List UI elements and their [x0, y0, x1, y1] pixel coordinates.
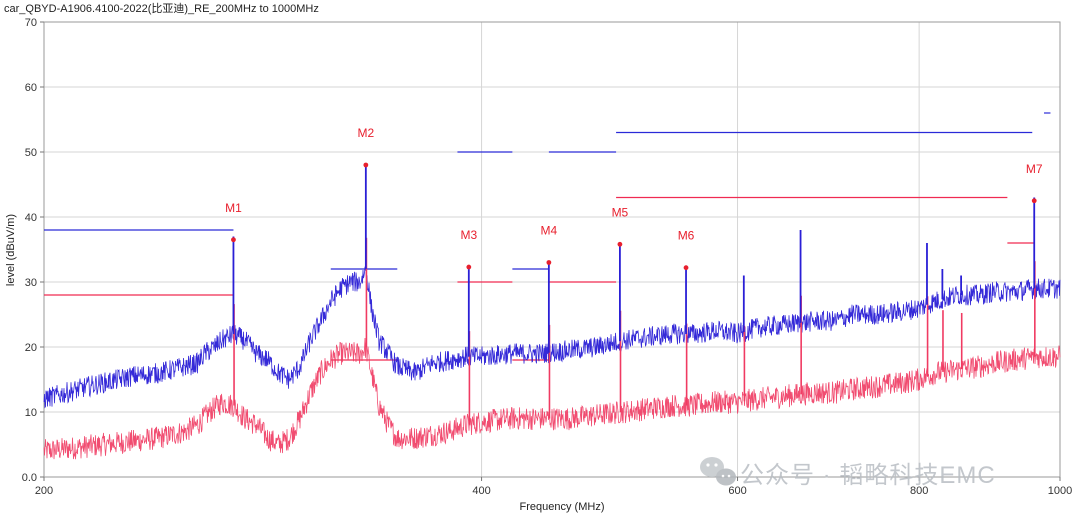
wechat-icon — [700, 457, 736, 486]
marker-dot-m6 — [683, 265, 689, 271]
markers: M1 M2 M3 M4 M5 M6 M7 — [225, 126, 1043, 271]
y-tick-label-3: 30 — [25, 277, 37, 289]
marker-dot-m2 — [363, 162, 369, 168]
watermark: 公众号 · 韬略科技EMC — [700, 457, 996, 489]
watermark-text: 公众号 · 韬略科技EMC — [740, 462, 996, 489]
plot-area — [43, 21, 1061, 478]
marker-label-m5: M5 — [612, 205, 629, 219]
x-tick-label-1: 400 — [472, 485, 490, 497]
marker-label-m6: M6 — [678, 229, 695, 243]
y-tick-label-6: 60 — [25, 82, 37, 94]
series — [43, 266, 1061, 460]
marker-label-m3: M3 — [460, 228, 477, 242]
x-tick-label-4: 1000 — [1048, 485, 1072, 497]
marker-label-m1: M1 — [225, 201, 242, 215]
series-trace-0 — [43, 266, 1061, 409]
y-axis-label: level (dBuV/m) — [5, 214, 17, 286]
marker-dot-m1 — [231, 237, 236, 243]
limit-lines — [44, 112, 1051, 361]
x-axis-label: Frequency (MHz) — [520, 501, 605, 513]
y-tick-label-4: 40 — [25, 212, 37, 224]
y-axis-ticks: 0.0 10 20 30 40 50 60 70 — [22, 17, 44, 484]
marker-dot-m7 — [1031, 198, 1037, 204]
marker-label-m2: M2 — [358, 126, 375, 140]
series-trace-1 — [43, 337, 1061, 460]
marker-label-m4: M4 — [541, 224, 558, 238]
y-tick-label-0: 0.0 — [22, 472, 37, 484]
y-tick-label-7: 70 — [25, 17, 37, 29]
y-tick-label-5: 50 — [25, 147, 37, 159]
chart-title: car_QBYD-A1906.4100-2022(比亚迪)_RE_200MHz … — [4, 2, 319, 15]
x-tick-label-2: 600 — [728, 485, 746, 497]
peak-spikes — [232, 165, 1036, 425]
marker-label-m7: M7 — [1026, 162, 1043, 176]
marker-dot-m4 — [546, 260, 552, 265]
x-tick-label-3: 800 — [910, 485, 928, 497]
x-axis-ticks: 200 400 600 800 1000 — [35, 477, 1072, 497]
y-tick-label-2: 20 — [25, 342, 37, 354]
x-tick-label-0: 200 — [35, 485, 53, 497]
grid — [44, 22, 1060, 477]
marker-dot-m5 — [617, 241, 623, 247]
y-tick-label-1: 10 — [25, 407, 37, 419]
marker-dot-m3 — [466, 264, 472, 270]
